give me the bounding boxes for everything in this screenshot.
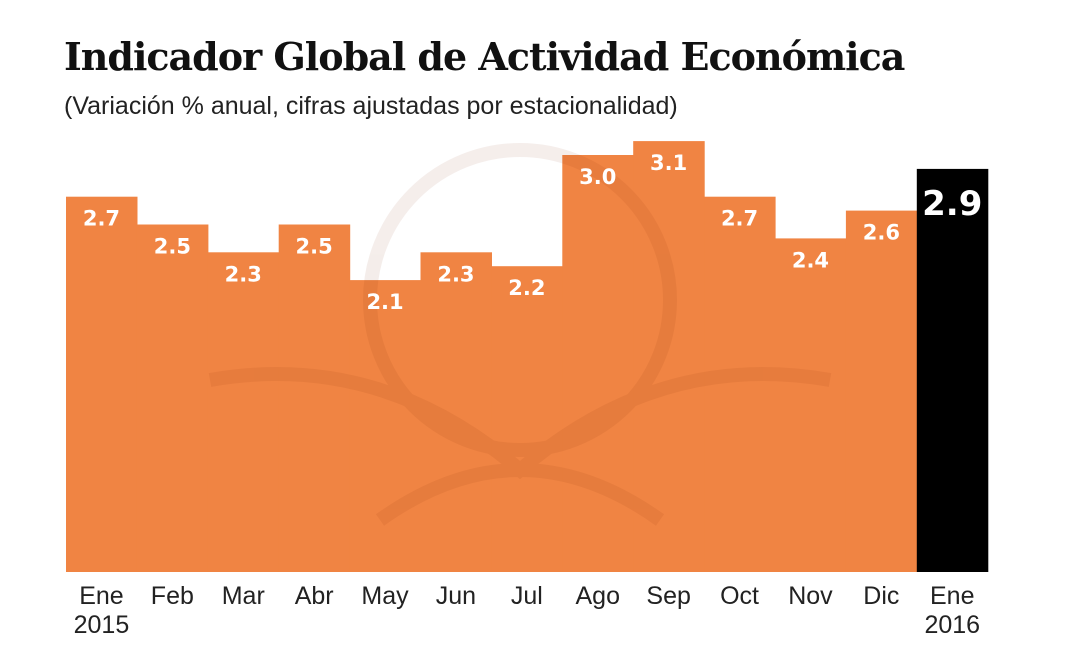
bar-Nov <box>775 238 847 572</box>
bar-Feb <box>136 224 209 572</box>
chart-title: Indicador Global de Actividad Económica <box>64 34 905 79</box>
value-label: 2.5 <box>154 235 191 259</box>
bar-Ene-2016 <box>916 168 989 572</box>
bar-Mar <box>207 252 280 573</box>
x-tick-label: Jul <box>511 582 543 610</box>
x-tick-label: 2015 <box>74 611 130 639</box>
x-tick-label: Feb <box>151 582 194 610</box>
x-tick-label: Ago <box>576 582 620 610</box>
value-label: 2.7 <box>721 207 758 231</box>
x-tick-label: Abr <box>295 582 334 610</box>
value-label: 2.6 <box>863 221 900 245</box>
value-label: 2.3 <box>437 262 474 286</box>
chart-subtitle: (Variación % anual, cifras ajustadas por… <box>64 92 678 120</box>
value-label: 2.1 <box>366 290 403 314</box>
x-tick-label: Ene <box>930 582 974 610</box>
bar-May <box>349 280 422 572</box>
x-tick-label: Oct <box>720 582 759 610</box>
bar-Jun <box>420 252 492 573</box>
value-label: 2.7 <box>83 207 120 231</box>
bar-Sep <box>633 141 705 572</box>
bar-Ago <box>562 155 634 572</box>
value-label: 2.3 <box>225 262 262 286</box>
value-label: 3.1 <box>650 151 687 175</box>
value-label: 3.0 <box>579 165 616 189</box>
value-label: 2.4 <box>792 248 829 272</box>
bar-Ene-2015 <box>66 196 138 572</box>
x-tick-label: Sep <box>646 582 690 610</box>
bar-Oct <box>704 196 776 572</box>
x-tick-label: Nov <box>788 582 833 610</box>
x-tick-label: Dic <box>863 582 899 610</box>
x-tick-label: Jun <box>436 582 476 610</box>
x-tick-label: May <box>361 582 409 610</box>
value-label: 2.2 <box>508 276 545 300</box>
bar-Dic <box>845 210 918 572</box>
value-label: 2.9 <box>922 184 982 224</box>
x-tick-label: Ene <box>79 582 123 610</box>
x-tick-label: Mar <box>222 582 265 610</box>
watermark-emblem <box>208 143 832 526</box>
bar-Jul <box>491 266 563 572</box>
x-tick-label: 2016 <box>924 611 980 639</box>
value-label: 2.5 <box>296 235 333 259</box>
bar-Abr <box>278 224 351 572</box>
